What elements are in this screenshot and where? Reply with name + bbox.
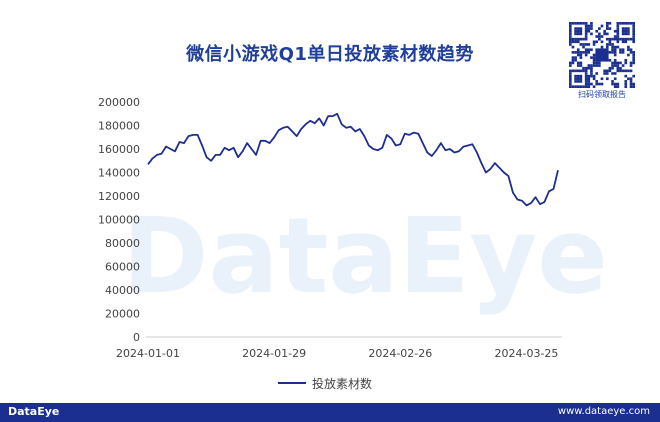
y-tick-label: 160000 [98,143,140,156]
footer-logo: DataEye [8,405,60,418]
x-tick-label: 2024-01-01 [116,347,180,360]
y-tick-label: 40000 [105,284,140,297]
legend-label: 投放素材数 [312,377,373,391]
qr-logo [595,48,609,62]
qr-code-image [569,22,635,88]
series-layer [147,112,559,207]
y-tick-label: 60000 [105,261,140,274]
y-tick-label: 0 [133,331,140,344]
y-tick-label: 200000 [98,96,140,109]
y-axis: 0 20000 40000 60000 80000 100000 120000 140000 1… [98,96,140,344]
x-tick-label: 2024-03-25 [494,347,558,360]
watermark: DataEye [122,195,608,317]
x-axis: 2024-01-01 2024-01-29 2024-02-26 2024-03-25 [116,347,558,360]
footer-url[interactable]: www.dataeye.com [557,406,650,417]
x-tick-label: 2024-02-26 [368,347,432,360]
chart-title: 微信小游戏Q1单日投放素材数趋势 [186,44,474,65]
y-tick-label: 120000 [98,190,140,203]
y-tick-label: 80000 [105,237,140,250]
series-line [147,112,559,207]
x-tick-label: 2024-01-29 [242,347,306,360]
footer-bar: DataEye www.dataeye.com [0,403,660,422]
qr-caption: 扫码领取报告 [578,90,626,99]
y-tick-label: 100000 [98,214,140,227]
y-tick-label: 180000 [98,120,140,133]
y-tick-label: 20000 [105,308,140,321]
y-tick-label: 140000 [98,167,140,180]
qr-code[interactable] [569,22,635,88]
